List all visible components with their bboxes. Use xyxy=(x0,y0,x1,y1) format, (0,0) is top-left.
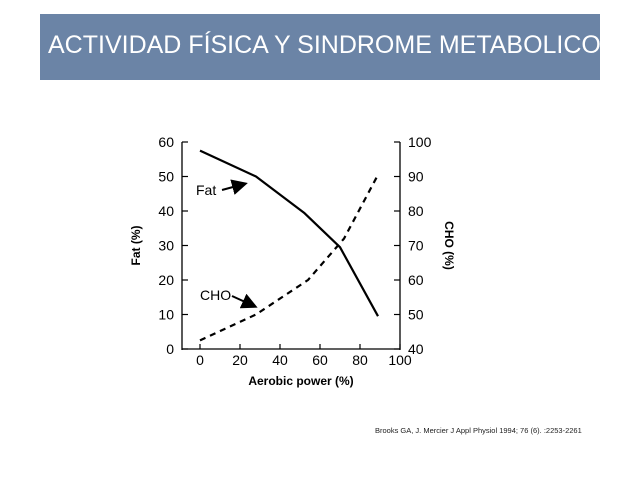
slide-title: ACTIVIDAD FÍSICA Y SINDROME METABOLICO xyxy=(48,31,601,59)
y-left-tick-label: 60 xyxy=(158,134,174,150)
x-tick-label: 40 xyxy=(272,352,288,368)
series-line-cho xyxy=(199,174,379,342)
series-line-fat xyxy=(199,149,379,317)
y-left-axis-label: Fat (%) xyxy=(129,226,143,266)
y-left-tick-label: 20 xyxy=(158,272,174,288)
y-right-tick-label: 100 xyxy=(408,134,432,150)
x-tick-label: 60 xyxy=(312,352,328,368)
y-right-tick-label: 70 xyxy=(408,238,424,254)
title-bar: ACTIVIDAD FÍSICA Y SINDROME METABOLICO xyxy=(40,14,601,80)
annotation-cho-label: CHO xyxy=(200,287,231,303)
y-left-tick-label: 10 xyxy=(158,307,174,323)
x-tick-label: 20 xyxy=(232,352,248,368)
y-right-axis-label: CHO (%) xyxy=(442,221,456,270)
x-axis-label: Aerobic power (%) xyxy=(248,374,353,388)
annotation-fat-arrow xyxy=(221,179,248,195)
x-tick-label: 100 xyxy=(388,352,412,368)
annotation-cho-arrow xyxy=(231,293,258,309)
annotation-fat-label: Fat xyxy=(196,182,216,198)
x-tick-label: 0 xyxy=(196,352,204,368)
y-left-tick-label: 0 xyxy=(166,341,174,357)
y-left-tick-label: 40 xyxy=(158,203,174,219)
y-left-tick-label: 50 xyxy=(158,169,174,185)
x-tick-label: 80 xyxy=(352,352,368,368)
y-right-tick-label: 90 xyxy=(408,169,424,185)
y-right-tick-label: 60 xyxy=(408,272,424,288)
y-right-tick-label: 80 xyxy=(408,203,424,219)
citation: Brooks GA, J. Mercier J Appl Physiol 199… xyxy=(375,426,582,435)
y-right-tick-label: 40 xyxy=(408,341,424,357)
y-right-tick-label: 50 xyxy=(408,307,424,323)
y-left-tick-label: 30 xyxy=(158,238,174,254)
